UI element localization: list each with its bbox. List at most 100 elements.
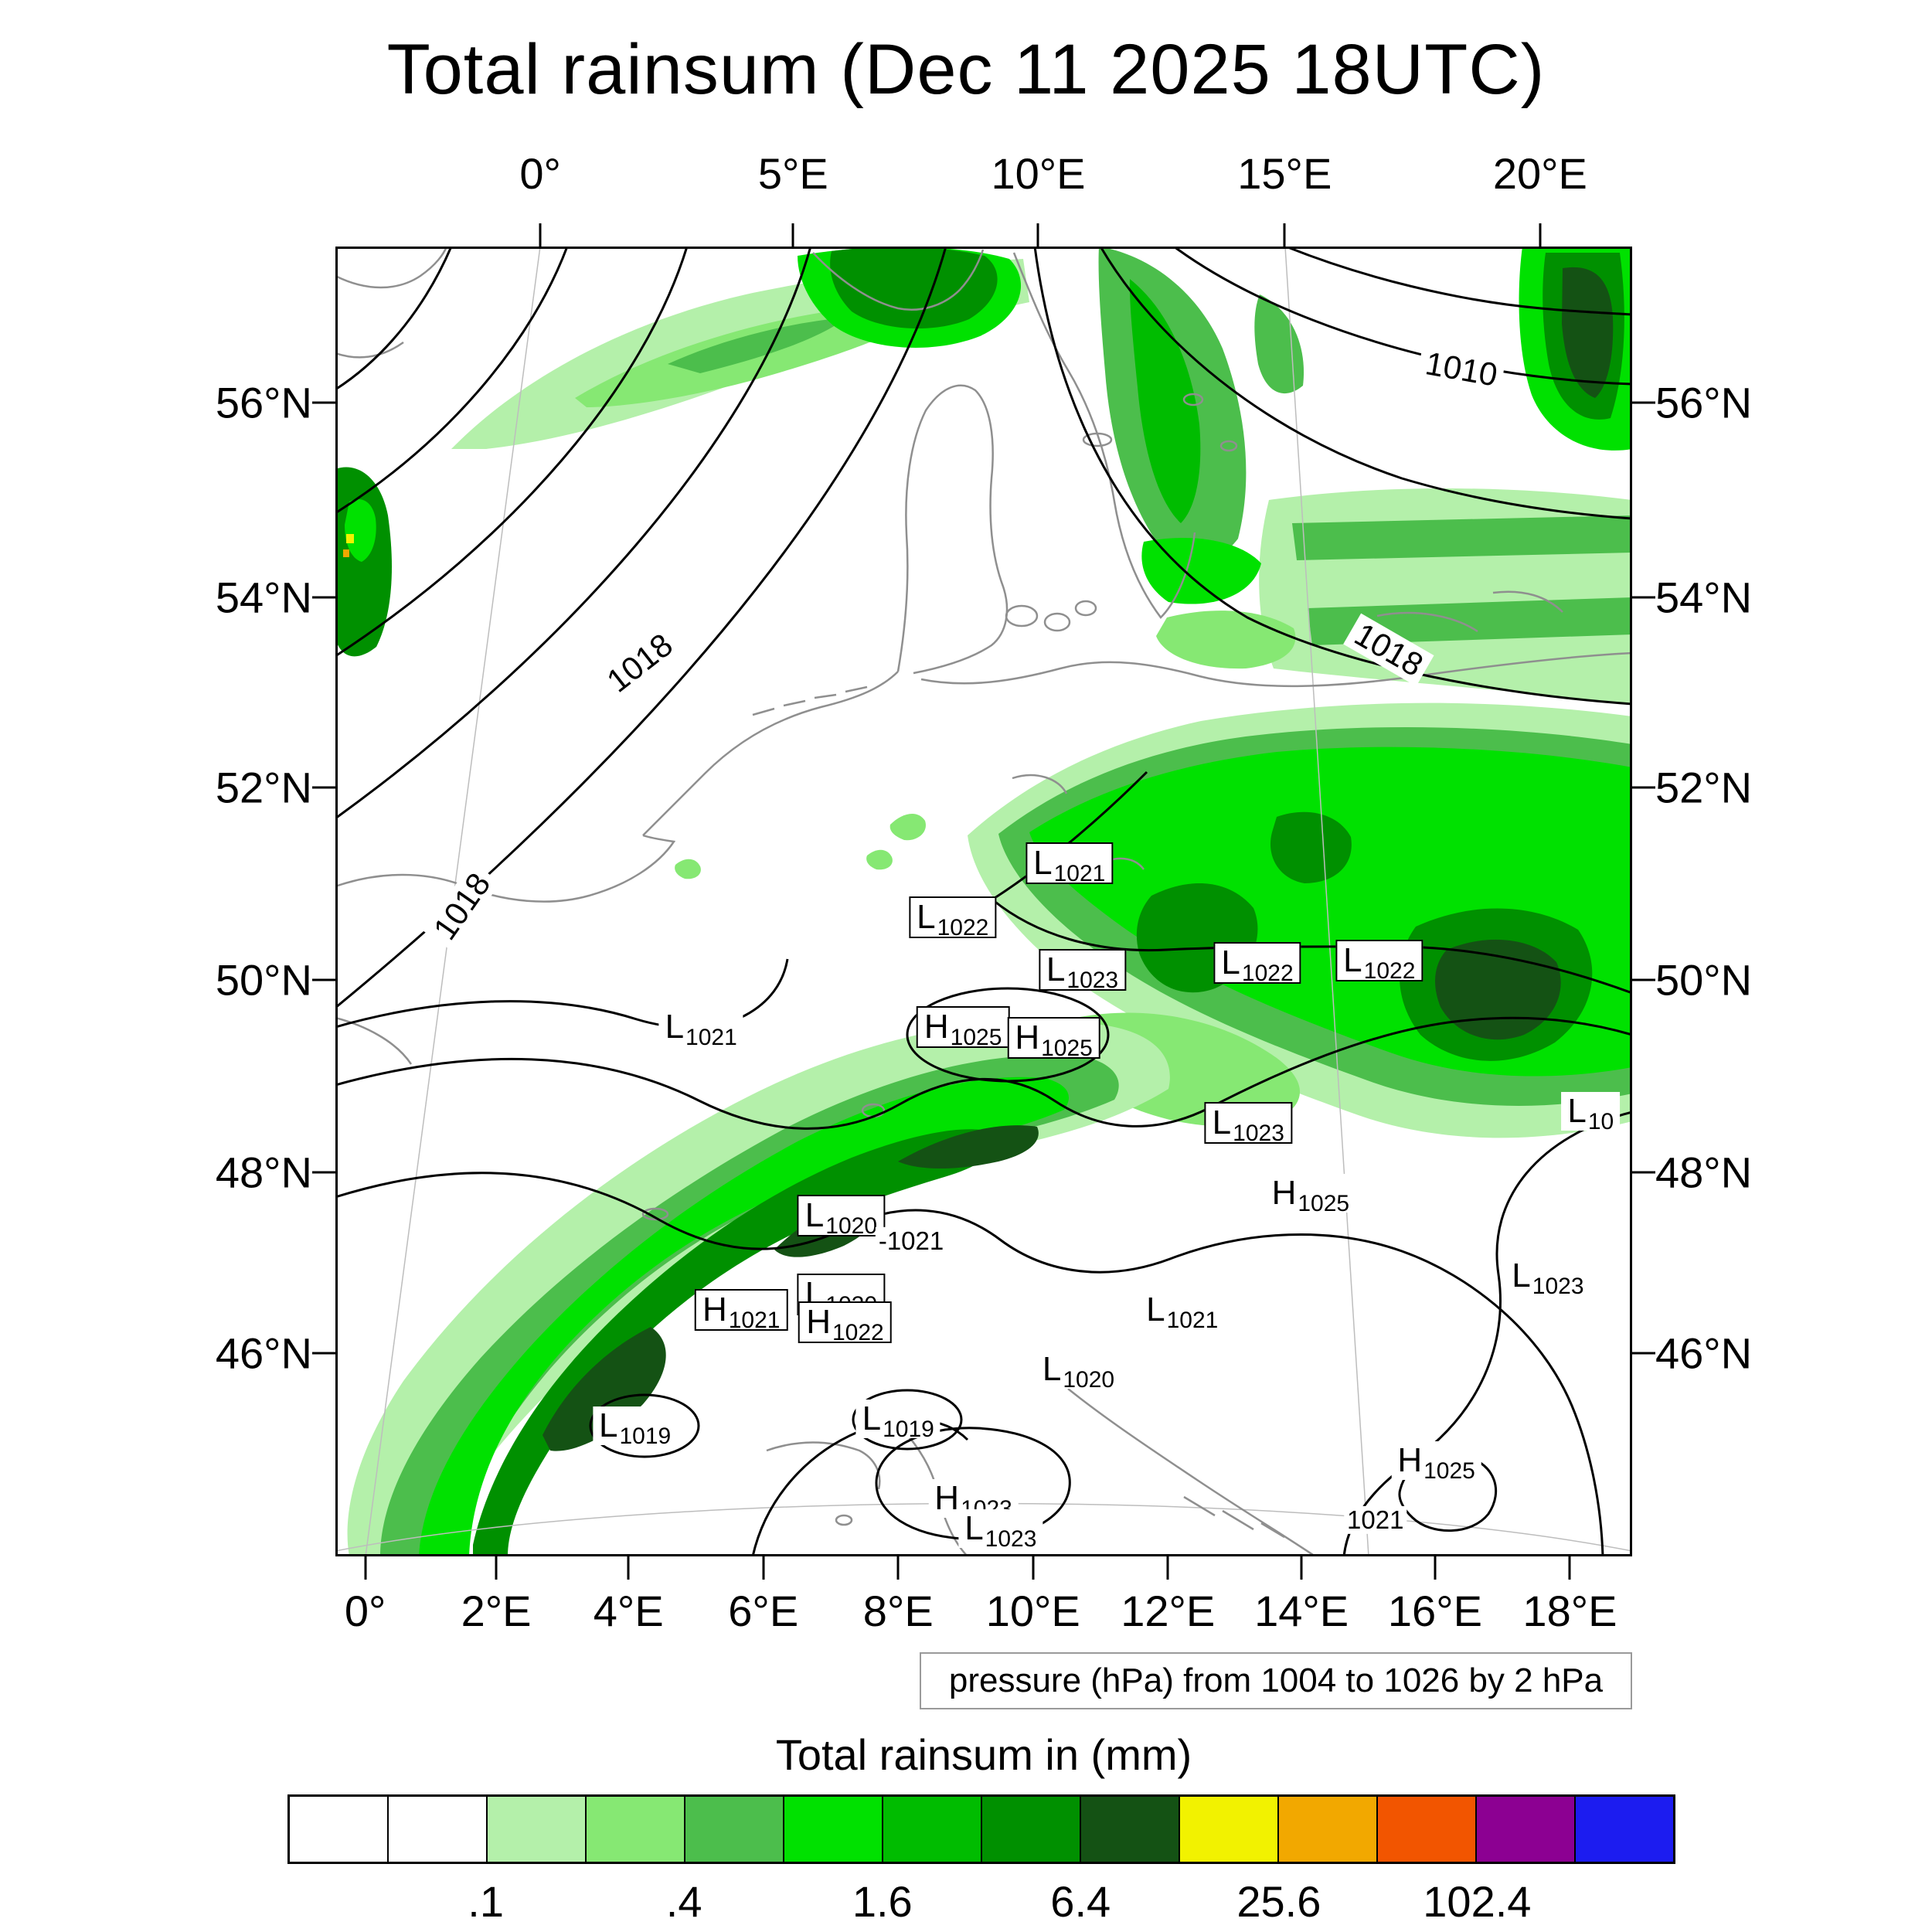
isobars-shape [335,247,689,658]
precipitation-shape [1129,279,1201,523]
colorbar-cell [488,1797,587,1862]
colorbar-cell [587,1797,685,1862]
pressure-layer: L 1021 L 1022 L 1023 L 1022 L 1022 L 1021 H 1025 H 1025… [335,247,1632,1556]
coastlines-shape [1182,393,1238,452]
colorbar-tick-label: .4 [665,1877,702,1926]
tick-mark-bottom [495,1556,498,1580]
map-frame: L 1021 L 1022 L 1023 L 1022 L 1022 L 1021 H 1025 H 1025… [312,223,1655,1580]
axis-tick-label-right: 50°N [1655,955,1753,1005]
contour-label: 1018 [1342,613,1434,687]
tick-mark-bottom [627,1556,630,1580]
tick-mark-top [1036,223,1039,247]
precipitation-shape [345,498,376,562]
precipitation-shape [343,549,349,557]
high-pressure-label: H 1025 [1391,1441,1481,1485]
tick-mark-bottom [762,1556,765,1580]
axis-right: 56°N 54°N 52°N 50°N 48°N 46°N [1655,247,1875,1556]
isobars-shape [335,958,789,1029]
isobars-shape [335,247,569,515]
caption-box: pressure (hPa) from 1004 to 1026 by 2 hP… [920,1652,1632,1709]
axis-top: 0° 5°E 10°E 15°E 20°E [335,148,1632,202]
axis-tick-label-bottom: 2°E [461,1587,532,1635]
axis-bottom: 0° 2°E 4°E 6°E 8°E 10°E 12°E 14°E 16°E 18°E [335,1586,1632,1640]
pressure-letter: L [1567,1091,1587,1130]
precipitation-shape [543,1327,666,1451]
tick-mark-top [791,223,794,247]
pressure-value: 1022 [1363,957,1416,984]
tick-mark-right [1632,1352,1655,1355]
coastlines-shape [812,249,985,311]
pressure-value: 1020 [825,1213,878,1240]
pressure-letter: H [806,1302,831,1341]
tick-mark-right [1632,1171,1655,1174]
coastlines-shape [896,384,1009,675]
pressure-value: 1022 [1241,961,1294,987]
pressure-letter: H [702,1291,727,1329]
pressure-letter: L [1343,940,1362,979]
pressure-value: 1021 [685,1025,737,1051]
colorbar [287,1794,1675,1864]
colorbar-tick-label: 102.4 [1423,1877,1532,1926]
pressure-value: 1021 [728,1308,781,1334]
axis-left: 56°N 54°N 52°N 50°N 48°N 46°N [93,247,312,1556]
coastlines-shape [335,1016,413,1065]
pressure-letter: L [598,1406,618,1444]
coastlines-shape [1082,432,1113,447]
low-pressure-label: L 1023 [1204,1101,1292,1145]
pressure-value: 1020 [1063,1366,1115,1393]
colorbar-cell [1576,1797,1673,1862]
axis-tick-label-right: 56°N [1655,378,1753,427]
precipitation-shape [1270,811,1352,883]
tick-mark-bottom [364,1556,367,1580]
colorbar-cell [1477,1797,1576,1862]
coastlines-shape [1376,590,1563,633]
high-pressure-label: H 1025 [1265,1174,1356,1217]
colorbar-cell [1279,1797,1378,1862]
precipitation-shape [473,1129,999,1556]
low-pressure-label: L 1023 [1038,948,1127,993]
pressure-letter: H [1015,1018,1040,1056]
pressure-value: 1025 [1423,1458,1475,1485]
axis-tick-label-bottom: 8°E [862,1587,934,1635]
pressure-letter: L [1042,1349,1062,1388]
isobars-shape [1099,247,1632,520]
tick-mark-right [1632,978,1655,981]
low-pressure-label: L 1023 [958,1509,1043,1553]
precipitation-shape [889,813,926,841]
high-pressure-label: H 1021 [694,1289,788,1334]
low-pressure-label: L 1021 [1140,1291,1225,1334]
pressure-value: 1023 [1066,967,1119,993]
pressure-value: 1021 [1053,861,1106,887]
pressure-value: 1025 [1298,1191,1350,1217]
pressure-value: 1022 [937,914,989,940]
pressure-letter: L [862,1400,882,1438]
tick-mark-bottom [1568,1556,1571,1580]
tick-mark-bottom [1032,1556,1035,1580]
precipitation-shape [675,859,701,879]
axis-tick-label-bottom: 16°E [1387,1587,1482,1635]
colorbar-labels: .1 .4 1.6 6.4 25.6 102.4 [287,1876,1675,1930]
precipitation-shape [1292,515,1632,560]
axis-tick-label-bottom: 10°E [985,1587,1080,1635]
pressure-value: 1021 [1166,1308,1219,1334]
isobars-shape [906,987,1110,1083]
pressure-value: 1023 [985,1526,1037,1553]
pressure-letter: L [964,1509,984,1548]
low-pressure-label: L 1022 [909,896,997,940]
pressure-letter: L [917,897,936,936]
colorbar-tick-label: 1.6 [852,1877,913,1926]
tick-mark-left [312,596,335,599]
low-pressure-label: L 1021 [1026,842,1114,887]
colorbar-tick-label: 25.6 [1236,1877,1321,1926]
axis-tick-label-bottom: 0° [344,1587,386,1635]
precipitation-shape [1141,538,1261,604]
isobars-shape [335,247,453,391]
high-pressure-label: H 1025 [1007,1016,1100,1060]
isobars-shape [335,1172,1604,1556]
coastlines-layer [335,247,1632,1556]
tick-mark-top [1283,223,1286,247]
legend-title: Total rainsum in (mm) [775,1730,1192,1779]
